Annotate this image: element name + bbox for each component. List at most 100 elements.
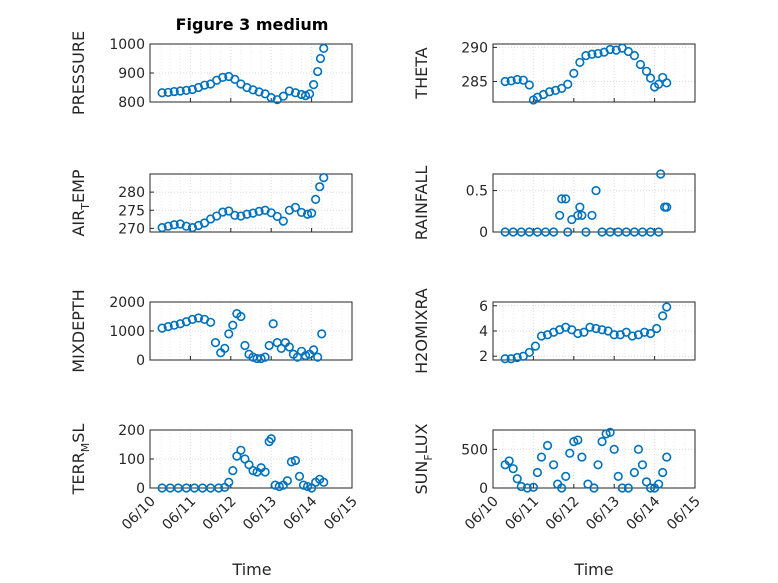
data-point (548, 227, 559, 237)
data-point (500, 76, 510, 87)
data-point (163, 221, 173, 231)
data-point (240, 340, 250, 351)
data-point (236, 211, 246, 221)
data-point (187, 223, 198, 233)
data-point (557, 194, 567, 204)
data-point (317, 329, 327, 339)
data-point (635, 59, 646, 70)
data-point (516, 481, 526, 492)
data-point (645, 328, 656, 339)
data-point (230, 74, 240, 84)
data-point (567, 214, 577, 225)
y-axis-label-6: H2OMIXRA (412, 288, 431, 374)
data-point (641, 477, 652, 487)
data-point (569, 68, 579, 78)
data-point (296, 207, 307, 218)
data-point (623, 483, 633, 493)
data-point (311, 194, 321, 204)
data-point (530, 341, 541, 351)
data-point (278, 216, 288, 226)
data-point (187, 84, 198, 95)
data-point (548, 460, 559, 470)
data-point (613, 471, 623, 482)
y-tick-label: 0 (479, 225, 488, 241)
data-point (169, 320, 179, 330)
data-point (254, 87, 264, 97)
data-point (266, 93, 276, 103)
plot-frame (492, 173, 696, 233)
data-point (163, 87, 173, 98)
data-point (623, 46, 633, 57)
data-point (532, 467, 543, 478)
data-point (218, 207, 228, 217)
data-point (597, 437, 607, 447)
data-point (627, 331, 637, 341)
y-tick-label: 2000 (109, 295, 145, 311)
data-point (282, 476, 292, 486)
x-axis-label-left: Time (231, 560, 271, 579)
plot-frame (492, 43, 696, 103)
x-axis-label-right: Time (573, 560, 613, 579)
y-tick-label: 800 (118, 95, 145, 111)
subplot-2: 285 290 THETA (412, 40, 696, 105)
data-point (319, 43, 329, 53)
data-point (294, 471, 305, 482)
data-point (278, 91, 288, 101)
data-point (506, 76, 516, 86)
data-point (313, 66, 323, 77)
data-point (575, 57, 585, 68)
data-point (230, 210, 240, 220)
data-point (563, 227, 573, 237)
data-point (157, 88, 167, 98)
plot-frame (149, 43, 353, 103)
data-point (662, 202, 672, 212)
data-point (563, 79, 573, 89)
data-point (218, 72, 228, 82)
data-point (654, 227, 664, 237)
data-point (551, 85, 561, 95)
data-point (587, 49, 597, 59)
x-tick-label: 06/10 (119, 494, 159, 534)
data-point (260, 352, 270, 362)
data-point (181, 85, 191, 95)
data-point (307, 208, 317, 218)
data-point (512, 74, 522, 85)
data-point (581, 50, 591, 61)
data-point (290, 202, 301, 212)
y-axis-label-7: TERRMSL (69, 424, 92, 496)
y-tick-label: 275 (118, 203, 145, 219)
y-tick-label: 6 (479, 299, 488, 315)
data-point (268, 319, 278, 329)
y-tick-label: 0 (136, 481, 145, 497)
data-point (302, 209, 313, 219)
data-point (591, 185, 601, 196)
y-tick-label: 500 (461, 442, 488, 458)
data-point (228, 320, 238, 330)
data-point (175, 86, 185, 96)
data-point (557, 483, 567, 493)
data-point (319, 477, 329, 487)
data-point (597, 325, 607, 335)
plot-frame (149, 429, 353, 489)
data-point (524, 80, 534, 90)
data-point (544, 87, 555, 97)
data-point (313, 352, 323, 362)
subplot-1: 800 900 1000 PRESSURE (69, 31, 353, 115)
data-point (290, 88, 301, 98)
data-point (264, 340, 274, 351)
data-point (524, 347, 534, 358)
data-point (248, 85, 258, 95)
plot-frame (149, 173, 353, 233)
data-point (175, 219, 185, 229)
x-tick-label: 06/10 (462, 494, 502, 534)
data-point (569, 437, 579, 447)
data-point (248, 466, 258, 476)
y-axis-label-3: AIRTEMP (69, 169, 92, 236)
data-point (236, 311, 246, 322)
data-point (274, 481, 284, 492)
data-point (633, 444, 644, 454)
subplot-4: 0 0.5 RAINFALL (412, 166, 696, 241)
data-point (522, 483, 532, 493)
plot-area (492, 429, 696, 489)
